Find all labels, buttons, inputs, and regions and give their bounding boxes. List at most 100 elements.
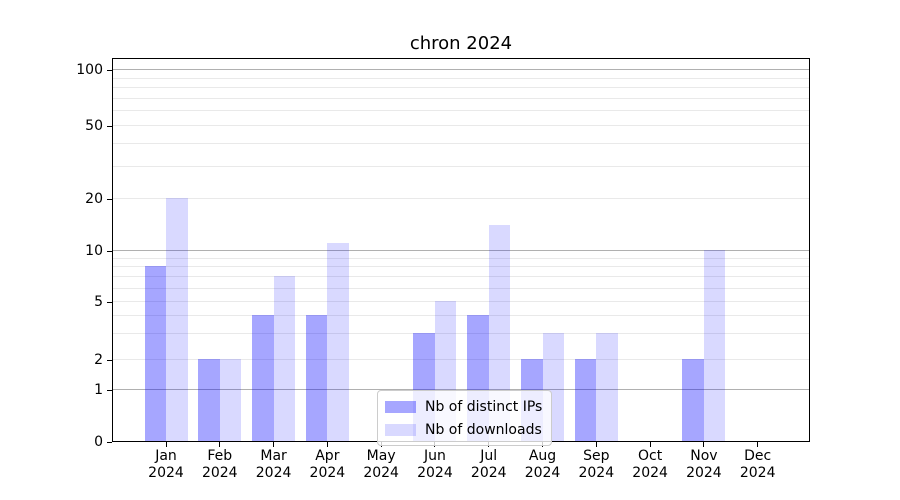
x-tick-label-oct: Oct 2024 (610, 448, 690, 482)
y-tick-mark-50 (107, 125, 112, 127)
gridline-minor-80 (113, 87, 809, 89)
gridline-major-100 (113, 69, 809, 70)
gridline-minor-50 (113, 125, 809, 126)
x-tick-label-sep: Sep 2024 (556, 448, 636, 482)
y-tick-mark-10 (107, 250, 112, 252)
x-tick-label-nov: Nov 2024 (664, 448, 744, 482)
x-tick-month-may: May (366, 448, 396, 464)
legend-label-distinct-ips: Nb of distinct IPs (425, 398, 543, 415)
x-tick-month-jun: Jun (424, 448, 446, 464)
y-tick-label-5: 5 (94, 294, 103, 310)
gridline-minor-8 (113, 266, 809, 268)
bar-nb-of-distinct-ips-feb (198, 359, 220, 441)
y-tick-mark-1 (107, 389, 112, 391)
x-tick-month-jul: Jul (480, 448, 498, 464)
x-tick-month-mar: Mar (260, 448, 287, 464)
x-tick-year-sep: 2024 (578, 465, 615, 481)
bar-nb-of-downloads-nov (703, 250, 726, 441)
x-tick-mark-feb (219, 442, 221, 447)
x-tick-month-apr: Apr (315, 448, 340, 464)
y-tick-mark-20 (107, 198, 112, 200)
y-tick-label-20: 20 (85, 191, 103, 207)
x-tick-month-feb: Feb (207, 448, 233, 464)
bar-nb-of-downloads-apr (327, 242, 349, 441)
gridline-minor-5 (113, 301, 809, 302)
bar-nb-of-distinct-ips-apr (305, 315, 328, 441)
y-tick-label-10: 10 (85, 243, 103, 259)
plot-area (112, 58, 810, 442)
bar-nb-of-downloads-jul (488, 224, 511, 441)
gridline-major-1 (113, 389, 809, 390)
gridline-minor-30 (113, 165, 809, 167)
bar-nb-of-distinct-ips-sep (574, 359, 597, 441)
chart-title: chron 2024 (409, 33, 513, 54)
x-tick-label-jul: Jul 2024 (449, 448, 529, 482)
x-tick-year-jul: 2024 (470, 465, 507, 481)
legend-swatch-downloads (385, 423, 416, 436)
x-tick-mark-mar (273, 442, 275, 447)
x-tick-label-may: May 2024 (341, 448, 421, 482)
gridline-minor-60 (113, 110, 809, 112)
x-tick-year-jun: 2024 (417, 465, 453, 481)
bar-nb-of-downloads-feb (219, 359, 242, 441)
x-tick-year-mar: 2024 (255, 465, 292, 481)
y-tick-mark-0 (107, 441, 112, 443)
x-tick-mark-nov (703, 442, 705, 447)
legend-item-distinct-ips: Nb of distinct IPs (385, 395, 542, 418)
x-tick-month-oct: Oct (638, 448, 663, 464)
gridline-minor-90 (113, 77, 809, 79)
x-tick-year-feb: 2024 (201, 465, 238, 481)
bar-nb-of-downloads-sep (596, 333, 618, 441)
gridline-minor-9 (113, 257, 809, 259)
y-tick-label-1: 1 (94, 382, 103, 398)
x-tick-mark-sep (595, 442, 597, 447)
bar-nb-of-downloads-mar (273, 276, 296, 441)
x-tick-label-jan: Jan 2024 (126, 448, 206, 482)
y-tick-label-0: 0 (94, 434, 103, 450)
x-tick-label-dec: Dec 2024 (718, 448, 798, 482)
x-tick-label-aug: Aug 2024 (503, 448, 583, 482)
x-tick-month-aug: Aug (528, 448, 557, 464)
gridline-minor-40 (113, 142, 809, 144)
x-tick-label-apr: Apr 2024 (287, 448, 367, 482)
legend: Nb of distinct IPs Nb of downloads (377, 390, 553, 446)
y-tick-mark-5 (107, 301, 112, 303)
x-tick-year-may: 2024 (363, 465, 399, 481)
x-tick-year-nov: 2024 (686, 465, 722, 481)
y-tick-label-50: 50 (85, 118, 103, 134)
gridline-minor-2 (113, 359, 809, 360)
x-tick-year-oct: 2024 (632, 465, 668, 481)
x-tick-mark-oct (649, 442, 651, 447)
x-tick-year-jan: 2024 (148, 465, 184, 481)
bar-nb-of-distinct-ips-mar (252, 315, 274, 441)
x-tick-mark-apr (326, 442, 328, 447)
x-tick-month-nov: Nov (690, 448, 718, 464)
x-tick-month-sep: Sep (583, 448, 610, 464)
legend-item-downloads: Nb of downloads (385, 418, 542, 441)
x-tick-year-dec: 2024 (739, 465, 776, 481)
bar-nb-of-distinct-ips-nov (682, 359, 704, 441)
gridline-minor-7 (113, 276, 809, 278)
x-tick-label-mar: Mar 2024 (234, 448, 314, 482)
x-tick-mark-jan (165, 442, 167, 447)
gridline-minor-6 (113, 287, 809, 289)
y-tick-mark-100 (107, 69, 112, 71)
x-tick-label-jun: Jun 2024 (395, 448, 475, 482)
y-tick-mark-2 (107, 359, 112, 361)
x-tick-month-dec: Dec (744, 448, 772, 464)
legend-label-downloads: Nb of downloads (425, 421, 542, 438)
y-tick-label-100: 100 (76, 62, 103, 78)
gridline-minor-70 (113, 97, 809, 99)
x-tick-mark-dec (757, 442, 759, 447)
gridline-minor-3 (113, 333, 809, 335)
x-tick-year-apr: 2024 (309, 465, 346, 481)
legend-swatch-distinct-ips (385, 400, 416, 413)
gridline-minor-20 (113, 198, 809, 199)
x-tick-month-jan: Jan (155, 448, 177, 464)
gridline-minor-4 (113, 315, 809, 317)
y-tick-label-2: 2 (94, 352, 103, 368)
gridline-major-10 (113, 250, 809, 251)
x-tick-year-aug: 2024 (524, 465, 561, 481)
x-tick-label-feb: Feb 2024 (180, 448, 260, 482)
bar-nb-of-distinct-ips-jan (144, 266, 166, 441)
